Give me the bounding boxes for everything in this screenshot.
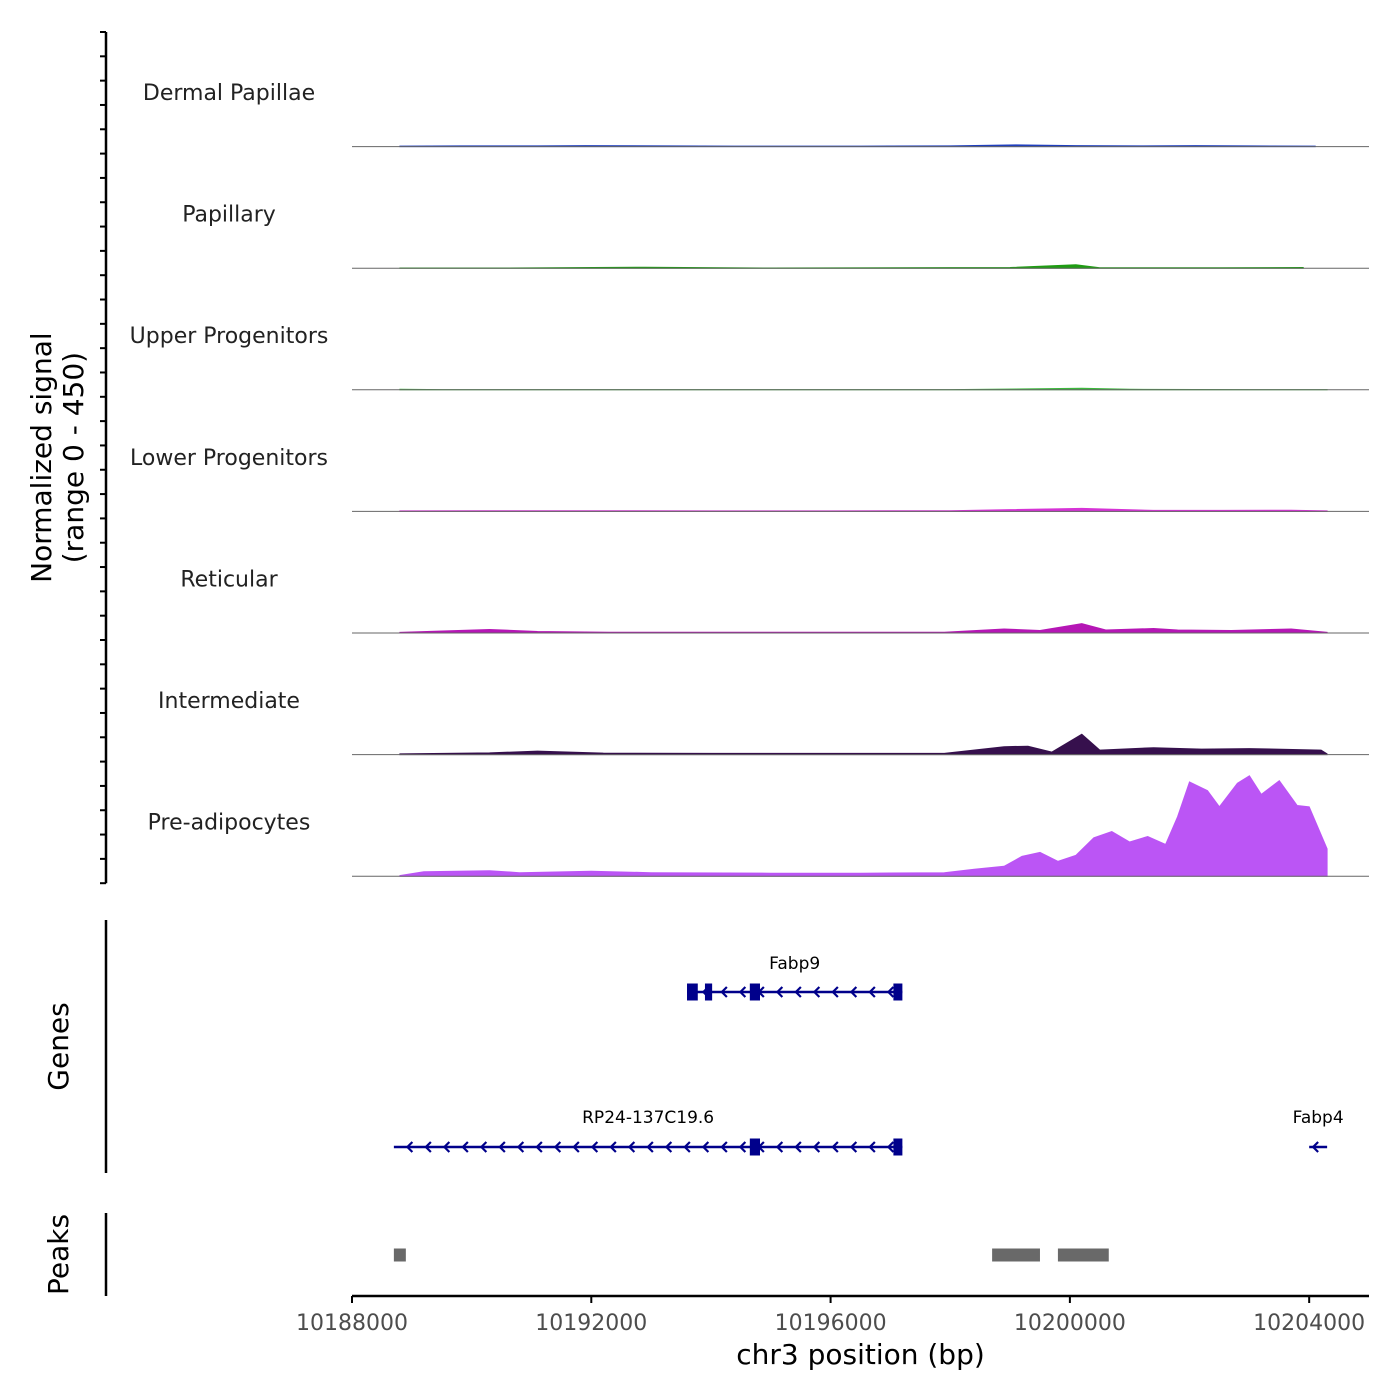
strand-arrow-icon — [535, 1141, 543, 1153]
strand-arrow-icon — [738, 1141, 747, 1153]
strand-arrow-icon — [590, 1141, 599, 1153]
coverage-area-papillary — [399, 264, 1304, 269]
strand-arrow-icon — [831, 986, 839, 998]
x-axis: 10188000 10192000 10196000 10200000 10204000… — [296, 1294, 1369, 1371]
strand-arrow-icon — [646, 1141, 654, 1153]
gene-track: Fabp9 RP24-137C19.6 Fabp4 — [393, 954, 1344, 1156]
strand-arrow-icon — [720, 1141, 728, 1153]
strand-arrow-icon — [794, 986, 802, 998]
strand-arrow-icon — [775, 1141, 784, 1153]
coverage-area-lower-progenitors — [399, 507, 1328, 512]
exon-fabp9 — [893, 983, 903, 1001]
strand-arrow-icon — [664, 1141, 673, 1153]
track-label-intermediate: Intermediate — [158, 689, 300, 714]
track-label-reticular: Reticular — [180, 567, 278, 592]
strand-arrow-icon — [627, 1141, 636, 1153]
peak-region — [393, 1248, 406, 1262]
track-label-upper-progenitors: Upper Progenitors — [130, 324, 329, 349]
strand-arrow-icon — [775, 986, 784, 998]
strand-arrow-icon — [849, 986, 858, 998]
x-axis-title: chr3 position (bp) — [736, 1338, 985, 1371]
strand-arrow-icon — [849, 1141, 858, 1153]
strand-arrow-icon — [812, 1141, 821, 1153]
strand-arrow-icon — [868, 986, 876, 998]
coverage-y-axis-title-line: (range 0 - 450) — [57, 352, 90, 563]
strand-arrow-icon — [461, 1141, 469, 1153]
track-label-pre-adipocytes: Pre-adipocytes — [148, 811, 311, 836]
track-intermediate: Intermediate — [158, 689, 1369, 756]
peak-track — [393, 1248, 1109, 1262]
coverage-area-reticular — [399, 623, 1328, 634]
strand-arrow-icon — [794, 1141, 802, 1153]
coverage-tracks: Dermal Papillae Papillary Upper Progenitor… — [130, 81, 1369, 877]
coverage-area-intermediate — [399, 733, 1328, 756]
strand-arrow-icon — [683, 1141, 691, 1153]
genes-axis-title: Genes — [42, 1002, 75, 1090]
strand-arrow-icon — [1311, 1141, 1319, 1153]
strand-arrow-icon — [720, 986, 728, 998]
exon-fabp9 — [749, 983, 760, 1001]
coverage-y-axis-title: Normalized signal(range 0 - 450) — [25, 332, 90, 583]
strand-arrow-icon — [405, 1141, 414, 1153]
strand-arrow-icon — [572, 1141, 580, 1153]
strand-arrow-icon — [609, 1141, 617, 1153]
peaks-axis-title: Peaks — [42, 1214, 75, 1295]
strand-arrow-icon — [886, 986, 895, 998]
strand-arrow-icon — [831, 1141, 839, 1153]
x-tick-label: 10196000 — [775, 1311, 887, 1336]
strand-arrow-icon — [701, 1141, 710, 1153]
track-label-papillary: Papillary — [182, 203, 276, 228]
exon-rp24-137c19-6 — [749, 1138, 760, 1156]
peak-region — [992, 1248, 1040, 1262]
coverage-y-axis-title-line: Normalized signal — [25, 332, 58, 583]
x-tick-label: 10200000 — [1014, 1311, 1126, 1336]
track-dermal-papillae: Dermal Papillae — [143, 81, 1369, 148]
coverage-area-pre-adipocytes — [399, 775, 1328, 877]
strand-arrow-icon — [812, 986, 821, 998]
strand-arrow-icon — [868, 1141, 876, 1153]
track-upper-progenitors: Upper Progenitors — [130, 324, 1369, 391]
strand-arrow-icon — [479, 1141, 488, 1153]
track-label-lower-progenitors: Lower Progenitors — [130, 446, 328, 471]
strand-arrow-icon — [498, 1141, 506, 1153]
exon-rp24-137c19-6 — [893, 1138, 903, 1156]
track-lower-progenitors: Lower Progenitors — [130, 446, 1369, 512]
strand-arrow-icon — [886, 1141, 895, 1153]
gene-label-rp24-137c19-6: RP24-137C19.6 — [582, 1108, 714, 1128]
x-tick-label: 10204000 — [1253, 1311, 1365, 1336]
exon-fabp9 — [687, 983, 698, 1001]
strand-arrow-icon — [516, 1141, 525, 1153]
left-axes: Normalized signal(range 0 - 450) Genes Pea… — [25, 31, 108, 1296]
strand-arrow-icon — [553, 1141, 562, 1153]
track-pre-adipocytes: Pre-adipocytes — [148, 775, 1369, 877]
x-tick-label: 10188000 — [296, 1311, 408, 1336]
gene-label-fabp9: Fabp9 — [769, 954, 820, 974]
strand-arrow-icon — [738, 986, 747, 998]
x-tick-label: 10192000 — [535, 1311, 647, 1336]
gene-label-fabp4: Fabp4 — [1293, 1108, 1344, 1128]
track-label-dermal-papillae: Dermal Papillae — [143, 81, 315, 106]
strand-arrow-icon — [424, 1141, 432, 1153]
gene-fabp9: Fabp9 — [687, 954, 903, 1001]
gene-rp24-137c19-6: RP24-137C19.6 — [393, 1108, 903, 1156]
track-papillary: Papillary — [182, 203, 1369, 269]
peak-region — [1057, 1248, 1109, 1262]
gene-fabp4: Fabp4 — [1293, 1108, 1344, 1153]
exon-fabp9 — [704, 983, 713, 1001]
strand-arrow-icon — [442, 1141, 451, 1153]
track-reticular: Reticular — [180, 567, 1369, 634]
